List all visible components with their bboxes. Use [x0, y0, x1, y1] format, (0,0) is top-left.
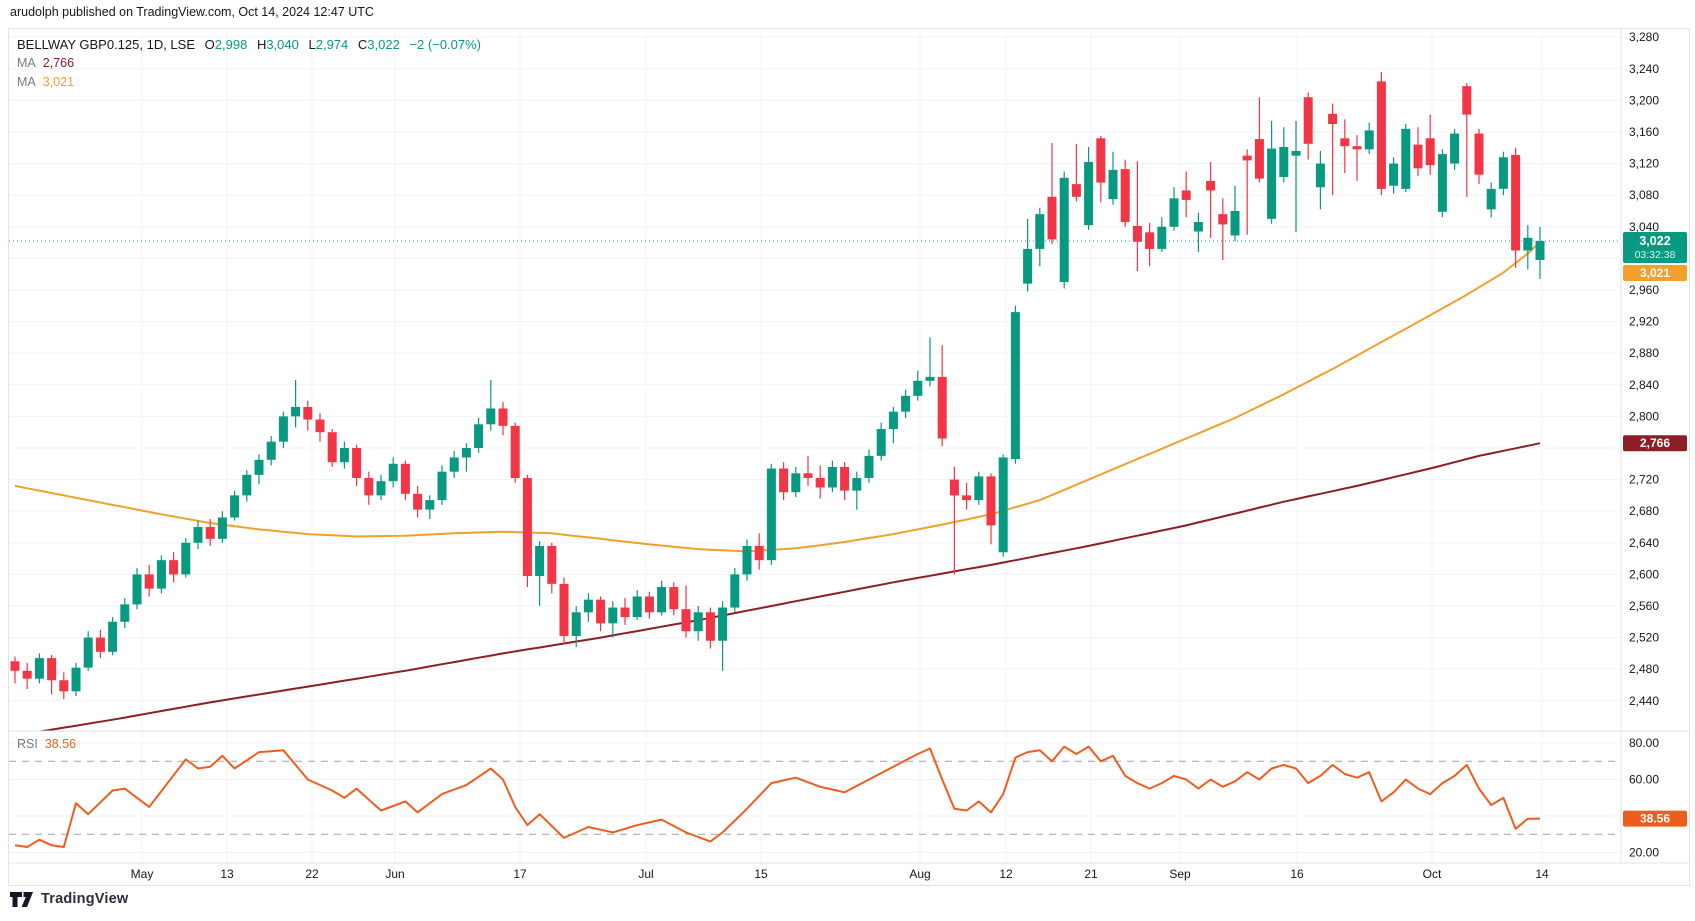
ma-slow-legend-row[interactable]: MA 2,766 — [17, 54, 481, 73]
svg-text:3,021: 3,021 — [1640, 266, 1670, 280]
svg-text:2,960: 2,960 — [1629, 283, 1659, 297]
high-label: H — [256, 37, 267, 52]
last-price-badge — [1623, 232, 1687, 263]
chart-frame[interactable]: 2,440 2,480 2,520 2,560 2,600 2,640 2,680 2,720… — [8, 28, 1690, 886]
svg-text:2,640: 2,640 — [1629, 536, 1659, 550]
open-label: O — [204, 37, 215, 52]
ma-slow-value: 2,766 — [42, 56, 75, 70]
low-value: 2,974 — [315, 37, 349, 52]
svg-text:3,280: 3,280 — [1629, 30, 1659, 44]
svg-text:2,440: 2,440 — [1629, 694, 1659, 708]
change-value: −2 (−0.07%) — [409, 37, 482, 52]
rsi-value: 38.56 — [44, 737, 77, 751]
rsi-badge — [1623, 810, 1687, 827]
ma-fast-badge — [1623, 265, 1687, 281]
chart-legend: BELLWAY GBP0.125, 1D, LSE O2,998 H3,040 … — [17, 35, 481, 92]
svg-text:2,680: 2,680 — [1629, 504, 1659, 518]
high-value: 3,040 — [266, 37, 299, 52]
svg-text:3,080: 3,080 — [1629, 188, 1659, 202]
svg-text:Oct: Oct — [1423, 867, 1442, 881]
ma-fast-value: 3,021 — [42, 75, 75, 89]
svg-text:Jun: Jun — [385, 867, 404, 881]
svg-text:60.00: 60.00 — [1629, 773, 1659, 787]
svg-text:80.00: 80.00 — [1629, 736, 1659, 750]
low-label: L — [308, 37, 316, 52]
svg-text:3,240: 3,240 — [1629, 62, 1659, 76]
tradingview-logo-text: TradingView — [41, 891, 129, 907]
svg-text:Aug: Aug — [909, 867, 930, 881]
svg-text:20.00: 20.00 — [1629, 846, 1659, 860]
rsi-axis[interactable]: 80.00 60.00 20.00 — [1629, 736, 1659, 860]
svg-text:2,766: 2,766 — [1640, 436, 1670, 450]
svg-text:2,800: 2,800 — [1629, 409, 1659, 423]
svg-text:2,840: 2,840 — [1629, 378, 1659, 392]
rsi-legend-row[interactable]: RSI 38.56 — [17, 737, 76, 751]
rsi-line[interactable] — [14, 745, 1541, 848]
svg-text:3,120: 3,120 — [1629, 157, 1659, 171]
ma-fast-label: MA — [17, 75, 36, 89]
svg-text:2,720: 2,720 — [1629, 473, 1659, 487]
chart-canvas[interactable]: 2,440 2,480 2,520 2,560 2,600 2,640 2,680 2,720… — [9, 29, 1689, 885]
svg-text:3,022: 3,022 — [1639, 234, 1670, 248]
price-axis[interactable]: 2,440 2,480 2,520 2,560 2,600 2,640 2,680 2,720… — [1629, 30, 1659, 708]
close-label: C — [357, 37, 368, 52]
svg-text:2,600: 2,600 — [1629, 567, 1659, 581]
svg-text:2,920: 2,920 — [1629, 315, 1659, 329]
tradingview-logo-icon — [10, 891, 33, 907]
ma-slow-label: MA — [17, 56, 36, 70]
svg-text:16: 16 — [1290, 867, 1304, 881]
close-value: 3,022 — [367, 37, 400, 52]
svg-text:38.56: 38.56 — [1640, 812, 1670, 826]
ma-fast-line[interactable] — [14, 241, 1541, 553]
svg-text:13: 13 — [220, 867, 234, 881]
rsi-label: RSI — [17, 737, 38, 751]
svg-text:17: 17 — [513, 867, 527, 881]
ma-slow-badge — [1623, 435, 1687, 452]
svg-text:22: 22 — [305, 867, 319, 881]
svg-text:3,200: 3,200 — [1629, 93, 1659, 107]
symbol-title: BELLWAY GBP0.125, 1D, LSE — [17, 37, 196, 52]
svg-text:3,160: 3,160 — [1629, 125, 1659, 139]
svg-text:May: May — [131, 867, 154, 881]
attribution-text: arudolph published on TradingView.com, O… — [10, 5, 374, 19]
svg-text:Jul: Jul — [638, 867, 653, 881]
tradingview-logo[interactable]: TradingView — [10, 891, 128, 907]
open-value: 2,998 — [214, 37, 248, 52]
rsi-bands — [9, 760, 1621, 835]
svg-text:12: 12 — [999, 867, 1013, 881]
svg-text:21: 21 — [1084, 867, 1098, 881]
candles-layer[interactable] — [10, 71, 1545, 700]
svg-text:2,480: 2,480 — [1629, 662, 1659, 676]
time-axis[interactable]: May 13 22 Jun 17 Jul 15 Aug 12 21 Sep 16 Oct 14 — [131, 867, 1549, 881]
svg-text:2,560: 2,560 — [1629, 599, 1659, 613]
symbol-legend-row[interactable]: BELLWAY GBP0.125, 1D, LSE O2,998 H3,040 … — [17, 35, 481, 54]
ma-slow-line[interactable] — [15, 442, 1541, 735]
svg-text:14: 14 — [1535, 867, 1549, 881]
svg-text:Sep: Sep — [1169, 867, 1191, 881]
panel-borders — [9, 29, 1689, 864]
svg-text:2,520: 2,520 — [1629, 631, 1659, 645]
svg-text:03:32:38: 03:32:38 — [1635, 249, 1676, 261]
gridlines — [9, 29, 1621, 863]
svg-text:2,880: 2,880 — [1629, 346, 1659, 360]
svg-text:15: 15 — [754, 867, 768, 881]
svg-text:3,040: 3,040 — [1629, 220, 1659, 234]
ma-fast-legend-row[interactable]: MA 3,021 — [17, 73, 481, 92]
